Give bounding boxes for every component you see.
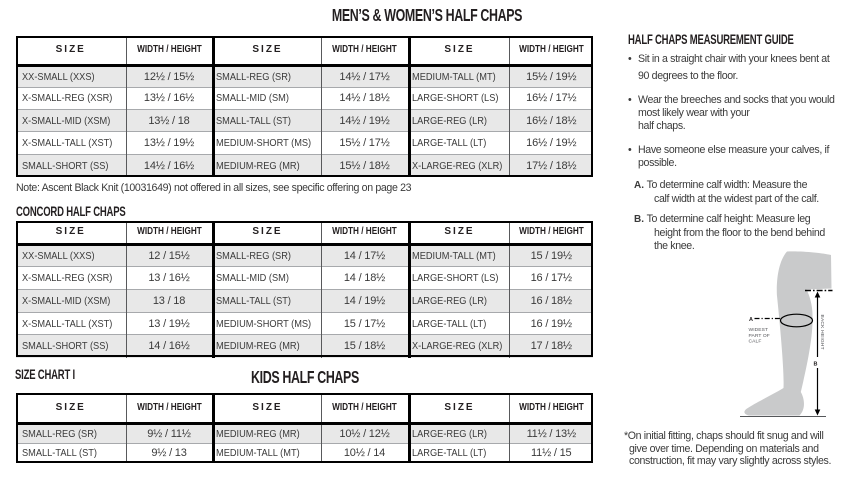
svg-text:B: B xyxy=(814,362,818,368)
svg-text:PART OF: PART OF xyxy=(749,333,770,339)
svg-text:WIDEST: WIDEST xyxy=(749,327,769,333)
svg-text:BACK HEIGHT: BACK HEIGHT xyxy=(819,315,825,350)
svg-text:A: A xyxy=(749,317,753,323)
svg-text:CALF: CALF xyxy=(749,339,762,345)
